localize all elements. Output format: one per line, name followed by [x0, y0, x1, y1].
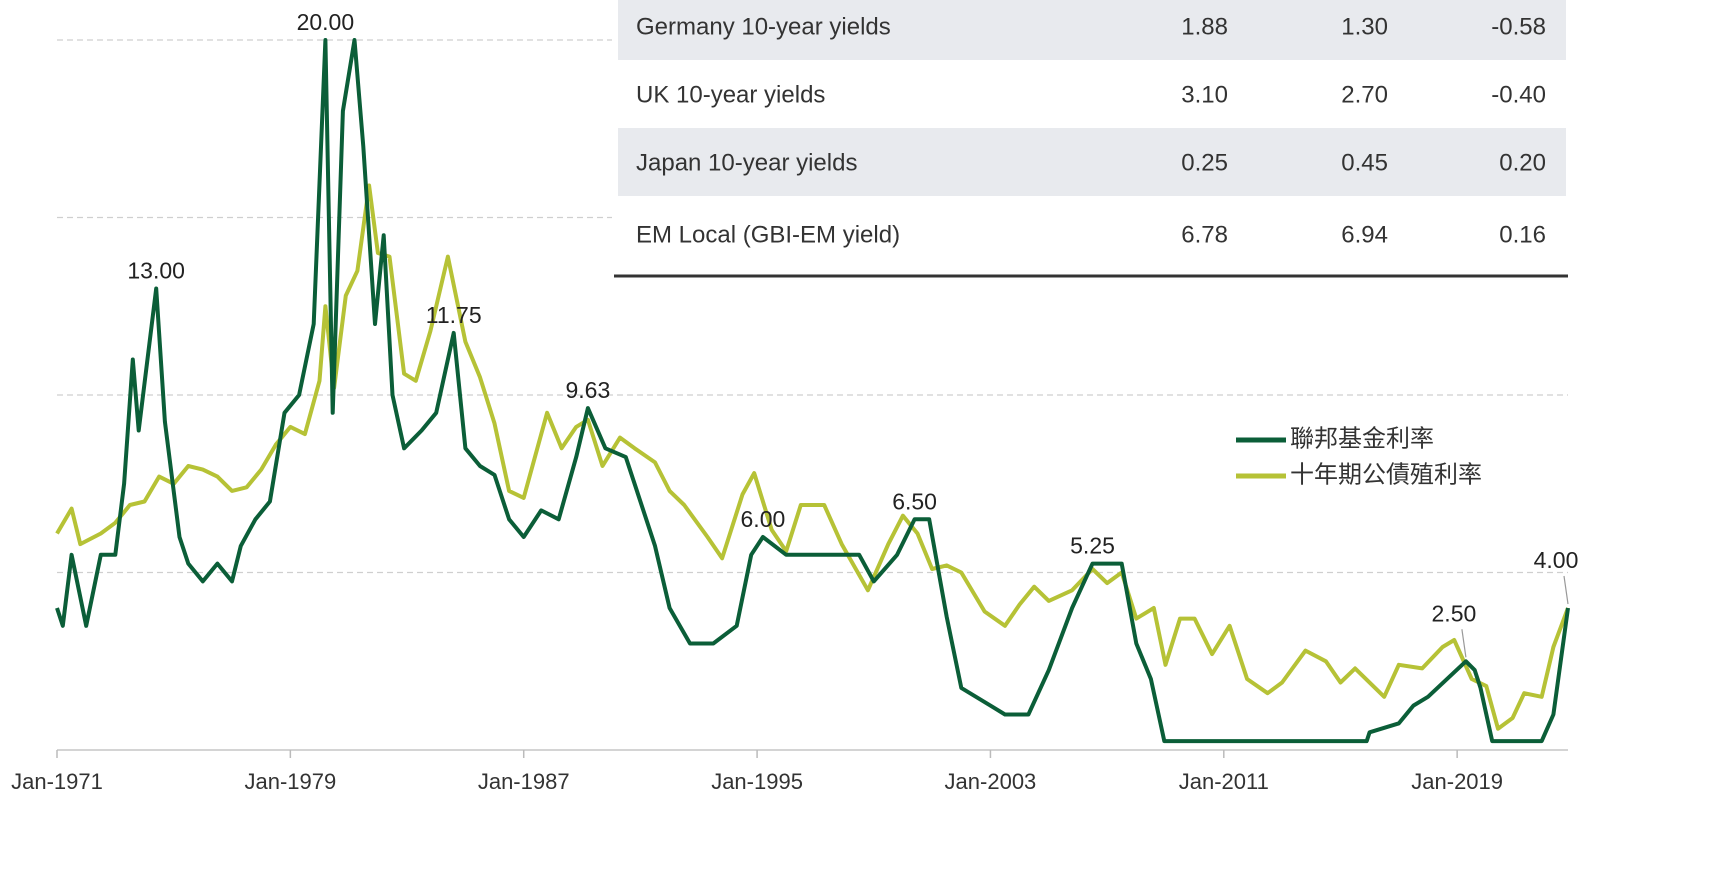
table-cell: 6.78: [1181, 221, 1228, 248]
leader-line: [1461, 629, 1467, 658]
x-tick-label: Jan-1995: [711, 769, 803, 794]
table: Germany 10-year yields 1.88 1.30 -0.58 UK 10…: [612, 0, 1572, 290]
annotation: 20.00: [297, 9, 355, 35]
series-line: [55, 38, 1570, 744]
table-cell: 0.16: [1499, 221, 1546, 248]
annotation: 9.63: [566, 377, 611, 403]
annotation: 11.75: [426, 302, 482, 328]
table-cell: 1.88: [1181, 13, 1228, 40]
x-tick-label: Jan-2011: [1179, 769, 1269, 794]
annotation: 13.00: [127, 258, 185, 284]
x-tick-label: Jan-1979: [244, 769, 336, 794]
legend-label: 聯邦基金利率: [1290, 425, 1434, 452]
x-tick-label: Jan-1971: [11, 769, 103, 794]
table-cell: 3.10: [1181, 81, 1228, 108]
annotation: 2.50: [1432, 600, 1477, 626]
leader-line: [1563, 575, 1569, 605]
annotation: 4.00: [1534, 547, 1579, 573]
table-row-bg: [618, 128, 1566, 196]
table-cell: 2.70: [1341, 81, 1388, 108]
annotation: 6.50: [892, 488, 937, 514]
table-cell: Japan 10-year yields: [636, 149, 857, 176]
series-line: [55, 183, 1570, 731]
table-cell: EM Local (GBI-EM yield): [636, 221, 900, 248]
table-cell: 6.94: [1341, 221, 1388, 248]
table-row-bg: [618, 0, 1566, 60]
annotation: 6.00: [741, 506, 786, 532]
x-tick-label: Jan-2003: [945, 769, 1037, 794]
table-cell: 0.45: [1341, 149, 1388, 176]
x-tick-label: Jan-2019: [1411, 769, 1503, 794]
table-cell: 0.25: [1181, 149, 1228, 176]
table-cell: 0.20: [1499, 149, 1546, 176]
table-cell: 1.30: [1341, 13, 1388, 40]
table-cell: -0.58: [1491, 13, 1546, 40]
table-cell: Germany 10-year yields: [636, 13, 891, 40]
table-cell: UK 10-year yields: [636, 81, 825, 108]
annotation: 5.25: [1070, 533, 1115, 559]
table-cell: -0.40: [1491, 81, 1546, 108]
legend-label: 十年期公債殖利率: [1290, 461, 1482, 488]
x-tick-label: Jan-1987: [478, 769, 570, 794]
